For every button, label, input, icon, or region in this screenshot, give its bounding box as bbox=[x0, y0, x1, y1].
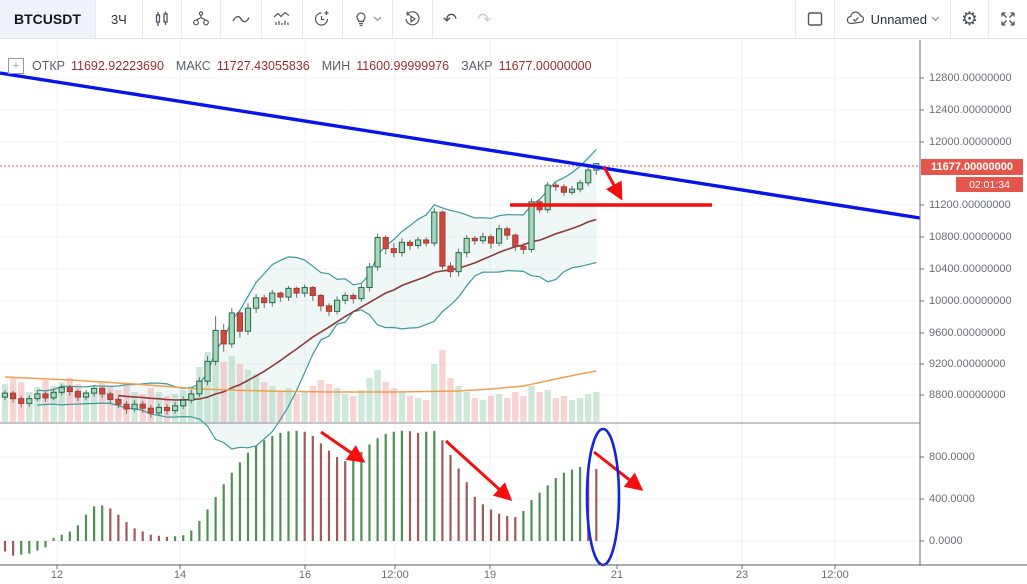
gear-icon: ⚙ bbox=[960, 8, 978, 30]
arrow-drawing[interactable] bbox=[602, 166, 623, 201]
separator bbox=[341, 0, 343, 38]
ohlc-legend: + ОТКР 11692.92223690 МАКС 11727.4305583… bbox=[8, 58, 598, 74]
close-value: 11677.00000000 bbox=[498, 59, 592, 73]
chart-style-button[interactable] bbox=[143, 0, 181, 38]
price-tick-label: 8800.00000000 bbox=[929, 389, 1006, 401]
arrow-drawing[interactable] bbox=[320, 430, 366, 463]
top-toolbar: BTCUSDT 3Ч bbox=[0, 0, 1027, 39]
time-tick-label: 23 bbox=[735, 569, 749, 581]
price-tick-label: 12800.00000000 bbox=[929, 72, 1012, 84]
cloud-layout-button[interactable]: Unnamed bbox=[835, 0, 950, 38]
price-tick-label: 9600.00000000 bbox=[929, 327, 1006, 339]
cloud-check-icon bbox=[846, 11, 864, 25]
settings-button[interactable]: ⚙ bbox=[951, 0, 988, 38]
alert-button[interactable] bbox=[303, 0, 342, 38]
arrow-drawing[interactable] bbox=[444, 439, 513, 502]
separator bbox=[833, 0, 835, 38]
add-symbol-icon[interactable]: + bbox=[8, 58, 24, 74]
interval-button[interactable]: 3Ч bbox=[110, 11, 127, 27]
compare-button[interactable] bbox=[182, 0, 220, 38]
bar-countdown: 02:01:34 bbox=[956, 177, 1023, 192]
time-axis[interactable] bbox=[0, 565, 1027, 584]
time-tick-label: 12:00 bbox=[821, 569, 849, 581]
separator bbox=[431, 0, 433, 38]
ellipse-drawing[interactable] bbox=[585, 427, 621, 567]
separator bbox=[260, 0, 262, 38]
separator bbox=[180, 0, 182, 38]
price-tick-label: 10400.00000000 bbox=[929, 263, 1012, 275]
undo-icon: ↶ bbox=[442, 9, 458, 29]
time-tick-label: 16 bbox=[298, 569, 312, 581]
trendline-drawing[interactable] bbox=[0, 71, 921, 220]
symbol-button[interactable]: BTCUSDT bbox=[0, 0, 95, 38]
layout-name: Unnamed bbox=[870, 11, 927, 27]
indicators-button[interactable] bbox=[262, 0, 302, 38]
indicator-tick-label: 800.0000 bbox=[929, 451, 975, 463]
indicator-tick-label: 0.0000 bbox=[929, 535, 963, 547]
undo-button[interactable]: ↶ bbox=[433, 0, 467, 38]
fullscreen-button[interactable] bbox=[989, 0, 1027, 38]
high-value: 11727.43055836 bbox=[216, 59, 310, 73]
last-price-badge: 11677.00000000 bbox=[921, 159, 1023, 175]
separator bbox=[219, 0, 221, 38]
price-axis[interactable] bbox=[920, 40, 1027, 565]
redo-icon: ↷ bbox=[477, 9, 492, 29]
time-tick-label: 14 bbox=[173, 569, 187, 581]
compare-icon bbox=[192, 11, 209, 26]
replay-icon bbox=[405, 11, 420, 26]
time-tick-label: 19 bbox=[483, 569, 497, 581]
alert-clock-icon bbox=[314, 11, 329, 26]
layout-square-icon bbox=[807, 12, 822, 26]
close-label: ЗАКР bbox=[461, 59, 493, 73]
time-tick-label: 12 bbox=[50, 569, 64, 581]
price-tick-label: 10000.00000000 bbox=[929, 295, 1012, 307]
chevron-down-icon bbox=[373, 16, 382, 22]
time-tick-label: 21 bbox=[610, 569, 624, 581]
price-tick-label: 12000.00000000 bbox=[929, 136, 1012, 148]
candlestick-icon bbox=[155, 11, 168, 26]
separator bbox=[141, 0, 143, 38]
ideas-button[interactable] bbox=[343, 0, 392, 38]
chart-canvas[interactable] bbox=[0, 38, 1027, 584]
separator bbox=[391, 0, 393, 38]
lightbulb-icon bbox=[356, 12, 366, 27]
separator bbox=[301, 0, 303, 38]
low-label: МИН bbox=[321, 59, 351, 73]
separator bbox=[794, 0, 796, 38]
separator bbox=[949, 0, 951, 38]
chevron-down-icon bbox=[931, 16, 940, 22]
curve-icon bbox=[232, 15, 250, 23]
chart-area[interactable]: + ОТКР 11692.92223690 МАКС 11727.4305583… bbox=[0, 38, 1027, 584]
fullscreen-icon bbox=[1001, 12, 1015, 26]
toolbar-spacer bbox=[501, 0, 794, 38]
time-tick-label: 12:00 bbox=[381, 569, 409, 581]
price-tick-label: 11200.00000000 bbox=[929, 199, 1011, 211]
indicators-icon bbox=[273, 11, 290, 25]
separator bbox=[94, 0, 96, 38]
price-tick-label: 12400.00000000 bbox=[929, 104, 1012, 116]
open-value: 11692.92223690 bbox=[70, 59, 164, 73]
open-label: ОТКР bbox=[32, 59, 65, 73]
price-tick-label: 9200.00000000 bbox=[929, 358, 1006, 370]
separator bbox=[988, 0, 989, 38]
line-tools-button[interactable] bbox=[221, 0, 261, 38]
high-label: МАКС bbox=[175, 59, 211, 73]
replay-button[interactable] bbox=[393, 0, 432, 38]
indicator-tick-label: 400.0000 bbox=[929, 493, 975, 505]
layout-select-button[interactable] bbox=[796, 0, 834, 38]
price-tick-label: 10800.00000000 bbox=[929, 231, 1012, 243]
low-value: 11600.99999976 bbox=[356, 59, 450, 73]
redo-button[interactable]: ↷ bbox=[467, 0, 501, 38]
